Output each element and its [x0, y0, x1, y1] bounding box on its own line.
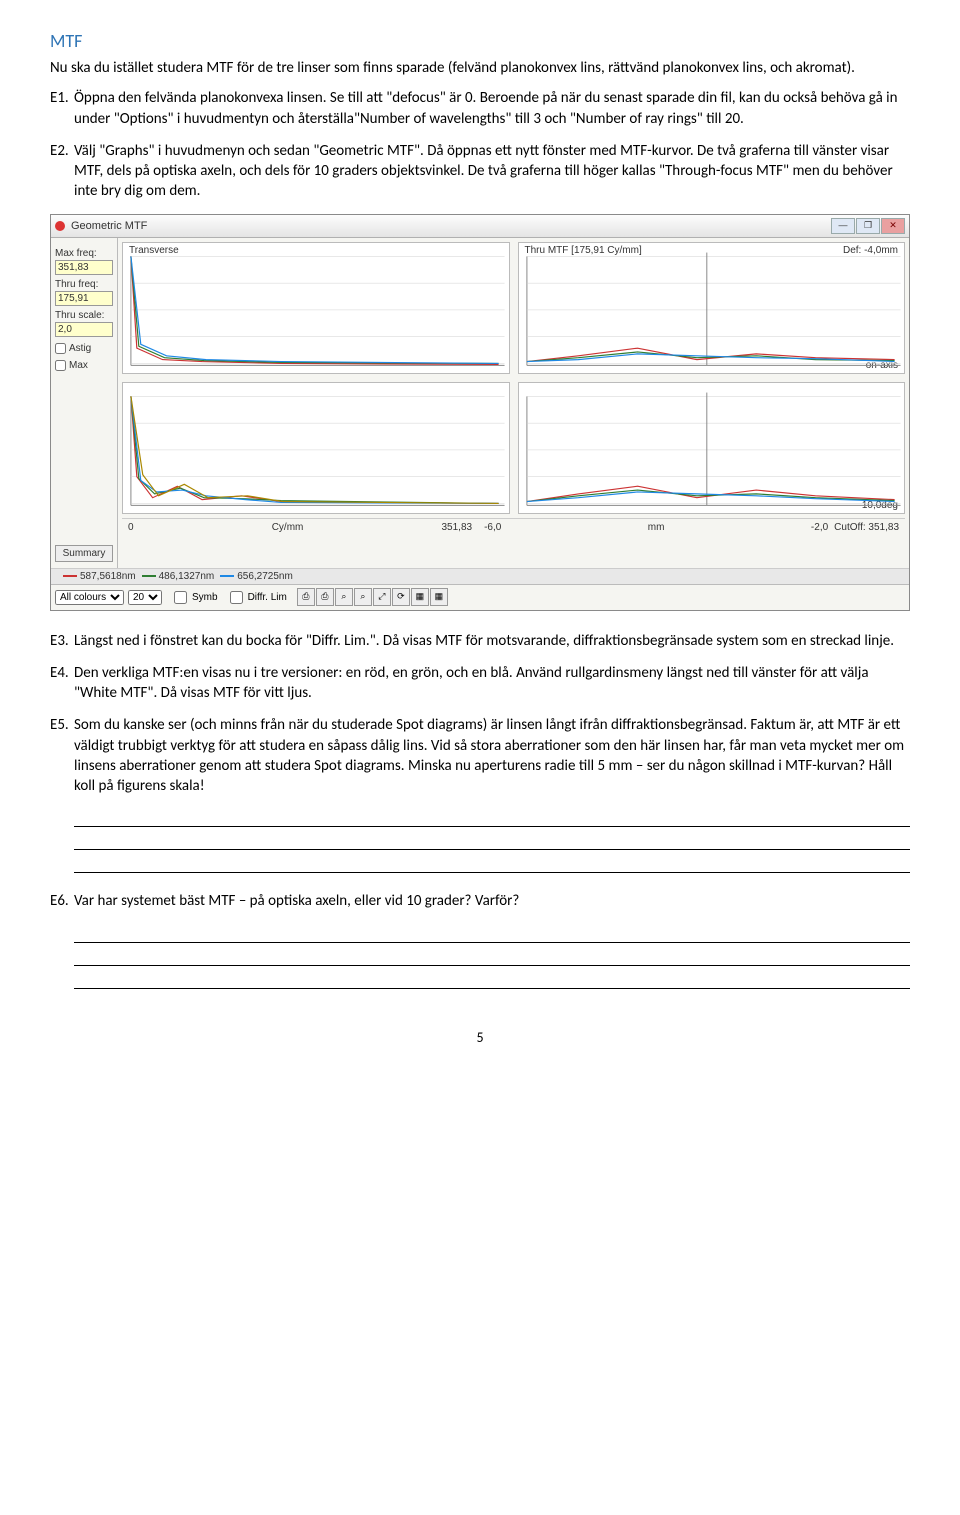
plot-thru-10deg: 10,0deg: [518, 382, 906, 514]
thrufreq-field[interactable]: 175,91: [55, 291, 113, 306]
plots-area: Transverse Thru MTF [175,91 Cy/mm] Def: …: [118, 238, 909, 568]
astig-checkbox[interactable]: Astig: [55, 343, 113, 354]
item-label: E1.: [50, 88, 74, 108]
num-select[interactable]: 20: [128, 590, 162, 605]
plot-transverse-10deg: [122, 382, 510, 514]
plot-svg: [123, 243, 509, 373]
max-label: Max: [69, 360, 88, 371]
side-panel: Max freq: 351,83 Thru freq: 175,91 Thru …: [51, 238, 118, 568]
colors-select[interactable]: All colours: [55, 590, 124, 605]
item-e2: E2.Välj "Graphs" i huvudmenyn och sedan …: [74, 141, 910, 202]
thruscale-label: Thru scale:: [55, 310, 113, 321]
close-button[interactable]: ✕: [881, 218, 905, 234]
page-number: 5: [50, 1029, 910, 1046]
answer-lines-e5: [74, 808, 910, 873]
xaxis-left-1: Cy/mm: [272, 522, 304, 533]
plot-svg: [519, 243, 905, 373]
answer-lines-e6: [74, 924, 910, 989]
legend-row: 587,5618nm 486,1327nm 656,2725nm: [51, 568, 909, 584]
diffr-label: Diffr. Lim: [248, 592, 287, 603]
xaxis-left-2: 351,83: [441, 522, 472, 533]
toolbar-icon[interactable]: ⤢: [373, 588, 391, 606]
max-checkbox[interactable]: Max: [55, 360, 113, 371]
maxfreq-field[interactable]: 351,83: [55, 260, 113, 275]
item-text: Som du kanske ser (och minns från när du…: [74, 716, 904, 795]
geometric-mtf-window: Geometric MTF — ❐ ✕ Max freq: 351,83 Thr…: [50, 214, 910, 611]
maxfreq-label: Max freq:: [55, 248, 113, 259]
cutoff-label: CutOff: 351,83: [834, 522, 899, 533]
icon-buttons: ⎙⎙⌕⌕⤢⟳▦▦: [297, 588, 448, 606]
plot-transverse-onaxis: Transverse: [122, 242, 510, 374]
x-axis-row: 0 Cy/mm 351,83 -6,0 mm -2,0 CutOff: 351,…: [122, 518, 905, 536]
symb-label: Symb: [192, 592, 218, 603]
plot-thru-onaxis: Thru MTF [175,91 Cy/mm] Def: -4,0mm on-a…: [518, 242, 906, 374]
section-title: MTF: [50, 30, 910, 52]
item-label: E6.: [50, 891, 74, 911]
plot-svg: [123, 383, 509, 513]
item-text: Den verkliga MTF:en visas nu i tre versi…: [74, 664, 869, 702]
item-label: E2.: [50, 141, 74, 161]
item-e5: E5.Som du kanske ser (och minns från när…: [74, 715, 910, 796]
item-text: Välj "Graphs" i huvudmenyn och sedan "Ge…: [74, 142, 893, 201]
toolbar-icon[interactable]: ⌕: [354, 588, 372, 606]
xaxis-right-1: mm: [648, 522, 665, 533]
toolbar-icon[interactable]: ▦: [430, 588, 448, 606]
diffr-lim-checkbox[interactable]: Diffr. Lim: [226, 588, 287, 607]
app-icon: [55, 221, 65, 231]
legend-label: 587,5618nm: [80, 571, 136, 582]
toolbar-icon[interactable]: ▦: [411, 588, 429, 606]
thrufreq-label: Thru freq:: [55, 279, 113, 290]
item-e4: E4.Den verkliga MTF:en visas nu i tre ve…: [74, 663, 910, 704]
window-title: Geometric MTF: [71, 220, 830, 232]
summary-button[interactable]: Summary: [55, 545, 113, 562]
item-text: Var har systemet bäst MTF – på optiska a…: [74, 892, 519, 910]
intro-text: Nu ska du istället studera MTF för de tr…: [50, 58, 910, 78]
item-e1: E1.Öppna den felvända planokonvexa linse…: [74, 88, 910, 129]
xaxis-left-0: 0: [128, 522, 134, 533]
xaxis-right-2: -2,0: [811, 522, 828, 533]
item-text: Öppna den felvända planokonvexa linsen. …: [74, 89, 897, 127]
toolbar-icon[interactable]: ⌕: [335, 588, 353, 606]
legend-label: 486,1327nm: [159, 571, 215, 582]
plot-svg: [519, 383, 905, 513]
toolbar-icon[interactable]: ⎙: [316, 588, 334, 606]
xaxis-right-0: -6,0: [484, 522, 501, 533]
item-label: E4.: [50, 663, 74, 683]
item-e3: E3.Längst ned i fönstret kan du bocka fö…: [74, 631, 910, 651]
item-label: E5.: [50, 715, 74, 735]
minimize-button[interactable]: —: [831, 218, 855, 234]
bottom-bar: All colours 20 Symb Diffr. Lim ⎙⎙⌕⌕⤢⟳▦▦: [51, 584, 909, 610]
item-e6: E6.Var har systemet bäst MTF – på optisk…: [74, 891, 910, 911]
thruscale-field[interactable]: 2,0: [55, 322, 113, 337]
symb-checkbox[interactable]: Symb: [170, 588, 218, 607]
item-text: Längst ned i fönstret kan du bocka för "…: [74, 632, 894, 650]
item-label: E3.: [50, 631, 74, 651]
toolbar-icon[interactable]: ⎙: [297, 588, 315, 606]
legend-label: 656,2725nm: [237, 571, 293, 582]
titlebar: Geometric MTF — ❐ ✕: [51, 215, 909, 238]
window-buttons: — ❐ ✕: [830, 218, 905, 234]
maximize-button[interactable]: ❐: [856, 218, 880, 234]
astig-label: Astig: [69, 343, 91, 354]
toolbar-icon[interactable]: ⟳: [392, 588, 410, 606]
